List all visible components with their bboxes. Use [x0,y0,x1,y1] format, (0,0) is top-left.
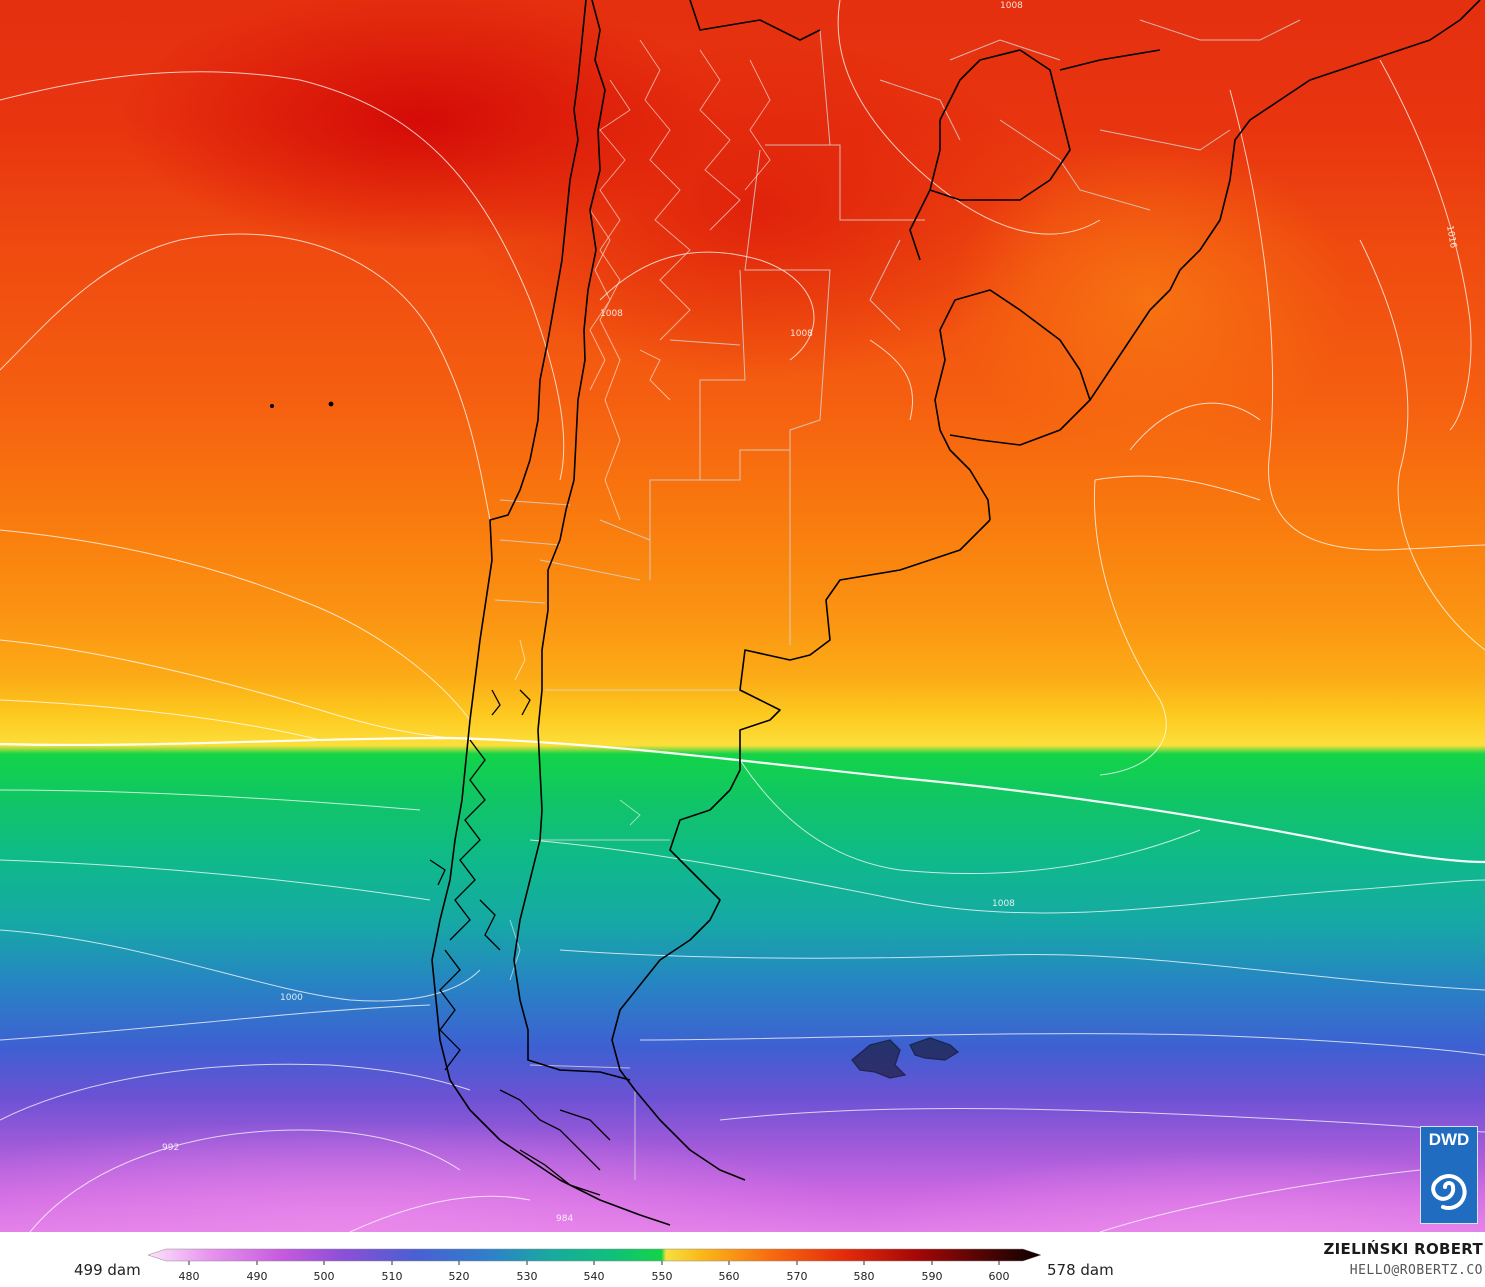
colorbar-ticks [188,1261,1000,1265]
height-max-n [460,40,1060,380]
height-warm-east [950,140,1350,460]
coastlines [431,0,1481,1226]
author-email[interactable]: HELLO@ROBERTZ.CO [1349,1263,1483,1278]
svg-text:1000: 1000 [280,993,303,1003]
falkland-islands [851,1037,960,1079]
tick-label: 510 [382,1270,403,1283]
tick-label: 590 [922,1270,943,1283]
tick-label: 490 [247,1270,268,1283]
province-borders [494,19,1301,1180]
svg-text:1008: 1008 [600,309,623,319]
height-min-south [0,1120,870,1232]
tick-label: 540 [584,1270,605,1283]
svg-text:1016: 1016 [1444,225,1458,250]
dwd-swirl-icon [1431,1174,1467,1210]
boundary-552 [0,736,1485,864]
relief-contours [509,39,771,981]
fjord-islands [429,689,611,1196]
tick-label: 520 [449,1270,470,1283]
dwd-logo-text: DWD [1428,1130,1470,1149]
tick-label: 530 [517,1270,538,1283]
svg-text:992: 992 [162,1143,179,1153]
colorbar-tick-labels: 480 490 500 510 520 530 540 550 560 570 … [179,1270,1010,1283]
tick-label: 480 [179,1270,200,1283]
tick-label: 550 [652,1270,673,1283]
legend-footer: 499 dam [0,1232,1485,1287]
height-min-south-e [851,1150,1485,1232]
isobar-labels: 1008 1016 1008 1008 1008 1000 992 984 [162,1,1458,1224]
svg-text:1008: 1008 [790,329,813,339]
svg-text:1008: 1008 [992,899,1015,909]
tick-label: 600 [989,1270,1010,1283]
svg-text:984: 984 [556,1214,573,1224]
tick-label: 500 [314,1270,335,1283]
colorbar: 480 490 500 510 520 530 540 550 560 570 … [148,1248,1042,1283]
pacific-islands [270,401,334,408]
weather-map: 1008 1016 1008 1008 1008 1000 992 984 [0,0,1485,1232]
svg-text:1008: 1008 [1000,1,1023,11]
dwd-logo: DWD [1420,1126,1478,1224]
tick-label: 560 [719,1270,740,1283]
colorbar-strip [148,1248,1042,1262]
isobars [0,0,1485,1232]
author-name: ZIELIŃSKI ROBERT [1323,1240,1483,1258]
tick-label: 580 [854,1270,875,1283]
tick-label: 570 [787,1270,808,1283]
legend-max-label: 578 dam [1047,1261,1114,1279]
legend-min-label: 499 dam [74,1261,141,1279]
map-canvas: 1008 1016 1008 1008 1008 1000 992 984 [0,0,1485,1232]
